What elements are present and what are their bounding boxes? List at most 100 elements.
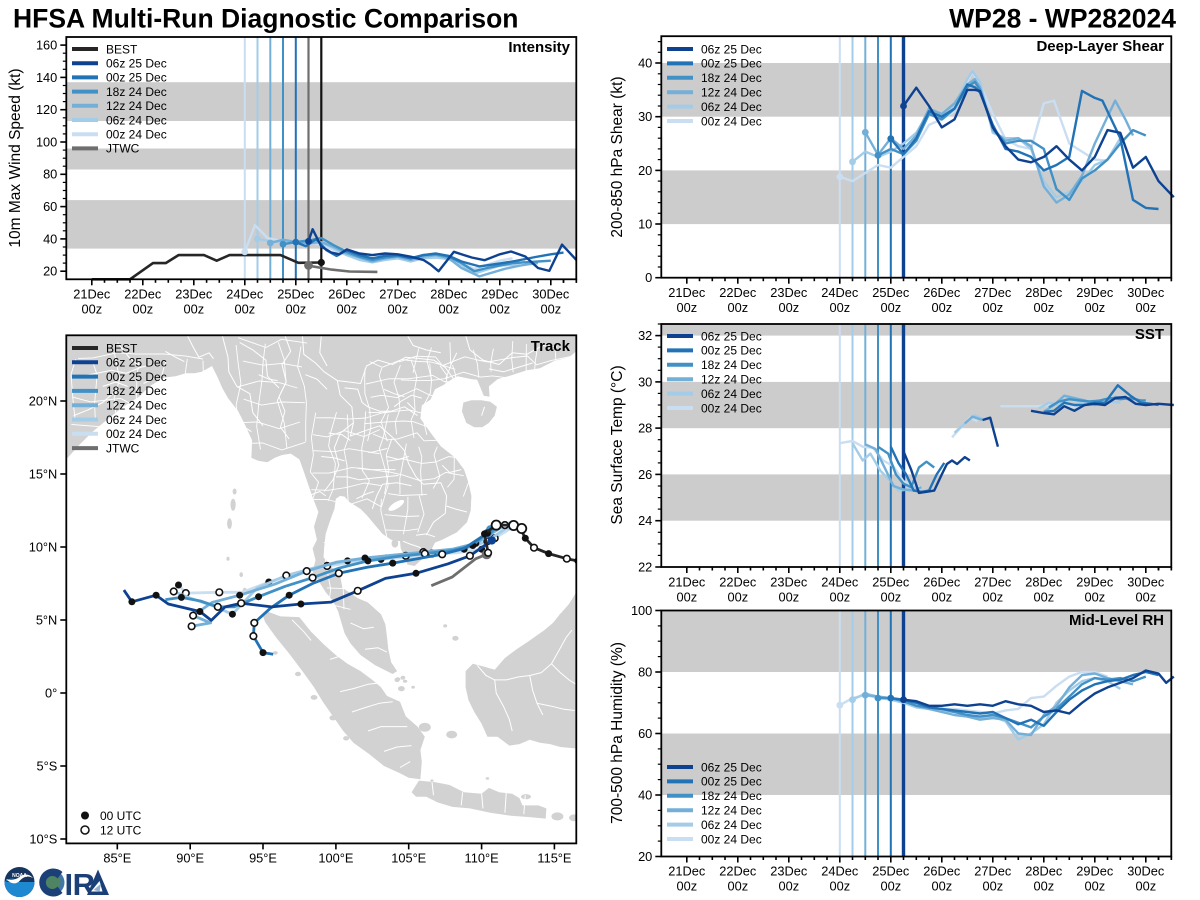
svg-text:22Dec: 22Dec [124, 287, 162, 302]
svg-text:15°N: 15°N [29, 466, 58, 481]
svg-text:700-500 hPa Humidity (%): 700-500 hPa Humidity (%) [609, 642, 626, 824]
svg-text:06z 24 Dec: 06z 24 Dec [701, 100, 762, 114]
svg-text:23Dec: 23Dec [770, 575, 808, 590]
svg-text:40: 40 [43, 231, 57, 246]
svg-text:85°E: 85°E [103, 850, 131, 865]
svg-text:115°E: 115°E [537, 850, 571, 865]
svg-text:40: 40 [638, 55, 652, 70]
svg-text:29Dec: 29Dec [1076, 285, 1114, 300]
svg-text:00z: 00z [438, 302, 459, 317]
svg-text:10m Max Wind Speed (kt): 10m Max Wind Speed (kt) [7, 68, 24, 247]
svg-text:00z: 00z [829, 300, 850, 315]
svg-text:WP28 - WP282024: WP28 - WP282024 [949, 4, 1176, 34]
svg-text:00z: 00z [982, 879, 1003, 894]
svg-text:00z: 00z [931, 300, 952, 315]
svg-text:30Dec: 30Dec [1127, 575, 1165, 590]
svg-text:10°S: 10°S [29, 831, 57, 846]
svg-text:00z: 00z [982, 590, 1003, 605]
svg-text:00z 25 Dec: 00z 25 Dec [701, 344, 762, 358]
svg-text:06z 24 Dec: 06z 24 Dec [106, 413, 167, 427]
svg-text:20: 20 [638, 163, 652, 178]
svg-text:23Dec: 23Dec [770, 864, 808, 879]
svg-text:18z 24 Dec: 18z 24 Dec [701, 358, 762, 372]
svg-text:28Dec: 28Dec [1025, 864, 1063, 879]
svg-text:30: 30 [638, 374, 652, 389]
svg-text:00z 24 Dec: 00z 24 Dec [701, 114, 762, 128]
svg-text:00z: 00z [540, 302, 561, 317]
svg-text:00z: 00z [982, 300, 1003, 315]
svg-text:Track: Track [531, 338, 571, 355]
svg-text:00z 24 Dec: 00z 24 Dec [701, 401, 762, 415]
svg-text:00z: 00z [880, 879, 901, 894]
svg-text:00z 24 Dec: 00z 24 Dec [701, 832, 762, 846]
svg-text:00z: 00z [183, 302, 204, 317]
svg-text:00z 25 Dec: 00z 25 Dec [701, 775, 762, 789]
svg-text:SST: SST [1135, 326, 1164, 343]
svg-text:80: 80 [638, 664, 652, 679]
svg-text:60: 60 [638, 726, 652, 741]
svg-text:200-850 hPa Shear (kt): 200-850 hPa Shear (kt) [609, 76, 626, 237]
svg-text:Mid-Level RH: Mid-Level RH [1069, 612, 1164, 629]
svg-text:00z: 00z [489, 302, 510, 317]
svg-text:06z 25 Dec: 06z 25 Dec [106, 356, 167, 370]
svg-text:00z: 00z [336, 302, 357, 317]
svg-text:00z: 00z [676, 590, 697, 605]
svg-text:0°: 0° [45, 685, 57, 700]
svg-text:110°E: 110°E [465, 850, 499, 865]
svg-text:06z 25 Dec: 06z 25 Dec [701, 329, 762, 343]
svg-text:10: 10 [638, 216, 652, 231]
svg-text:80: 80 [43, 167, 57, 182]
svg-text:00z: 00z [285, 302, 306, 317]
svg-text:22Dec: 22Dec [719, 285, 757, 300]
svg-text:06z 25 Dec: 06z 25 Dec [701, 760, 762, 774]
svg-text:00z 24 Dec: 00z 24 Dec [106, 427, 167, 441]
svg-text:00z: 00z [132, 302, 153, 317]
svg-text:00z: 00z [1135, 879, 1156, 894]
svg-text:00z: 00z [727, 590, 748, 605]
svg-text:21Dec: 21Dec [668, 864, 706, 879]
svg-text:00z 25 Dec: 00z 25 Dec [106, 370, 167, 384]
svg-text:29Dec: 29Dec [1076, 864, 1114, 879]
svg-text:JTWC: JTWC [106, 142, 140, 156]
svg-text:18z 24 Dec: 18z 24 Dec [106, 85, 167, 99]
svg-text:18z 24 Dec: 18z 24 Dec [701, 71, 762, 85]
svg-text:30Dec: 30Dec [1127, 864, 1165, 879]
svg-text:26Dec: 26Dec [923, 285, 961, 300]
svg-text:21Dec: 21Dec [73, 287, 111, 302]
svg-text:12z 24 Dec: 12z 24 Dec [106, 99, 167, 113]
svg-text:12z 24 Dec: 12z 24 Dec [106, 399, 167, 413]
svg-text:IR: IR [65, 867, 95, 900]
svg-text:25Dec: 25Dec [872, 285, 910, 300]
svg-text:Sea Surface Temp (°C): Sea Surface Temp (°C) [609, 365, 626, 524]
svg-text:00z: 00z [1033, 879, 1054, 894]
svg-text:18z 24 Dec: 18z 24 Dec [106, 384, 167, 398]
svg-text:23Dec: 23Dec [770, 285, 808, 300]
svg-text:00z: 00z [81, 302, 102, 317]
svg-text:25Dec: 25Dec [277, 287, 315, 302]
svg-text:12 UTC: 12 UTC [100, 824, 142, 838]
svg-text:00z: 00z [880, 300, 901, 315]
svg-text:90°E: 90°E [176, 850, 204, 865]
svg-text:BEST: BEST [106, 341, 138, 355]
svg-text:30Dec: 30Dec [1127, 285, 1165, 300]
svg-text:00z 24 Dec: 00z 24 Dec [106, 128, 167, 142]
svg-text:32: 32 [638, 328, 652, 343]
svg-text:20°N: 20°N [29, 393, 58, 408]
svg-text:29Dec: 29Dec [1076, 575, 1114, 590]
svg-text:00z: 00z [1135, 590, 1156, 605]
svg-text:95°E: 95°E [249, 850, 277, 865]
svg-text:100: 100 [36, 134, 57, 149]
svg-text:40: 40 [638, 787, 652, 802]
svg-text:00z: 00z [1084, 590, 1105, 605]
svg-text:00z: 00z [829, 879, 850, 894]
svg-text:160: 160 [36, 37, 57, 52]
svg-text:28Dec: 28Dec [1025, 575, 1063, 590]
svg-text:26Dec: 26Dec [328, 287, 366, 302]
svg-text:06z 24 Dec: 06z 24 Dec [701, 387, 762, 401]
svg-text:00z: 00z [727, 300, 748, 315]
svg-text:22: 22 [638, 559, 652, 574]
svg-text:28Dec: 28Dec [430, 287, 468, 302]
svg-text:22Dec: 22Dec [719, 575, 757, 590]
svg-text:Deep-Layer Shear: Deep-Layer Shear [1036, 38, 1164, 55]
svg-text:00z 25 Dec: 00z 25 Dec [701, 57, 762, 71]
